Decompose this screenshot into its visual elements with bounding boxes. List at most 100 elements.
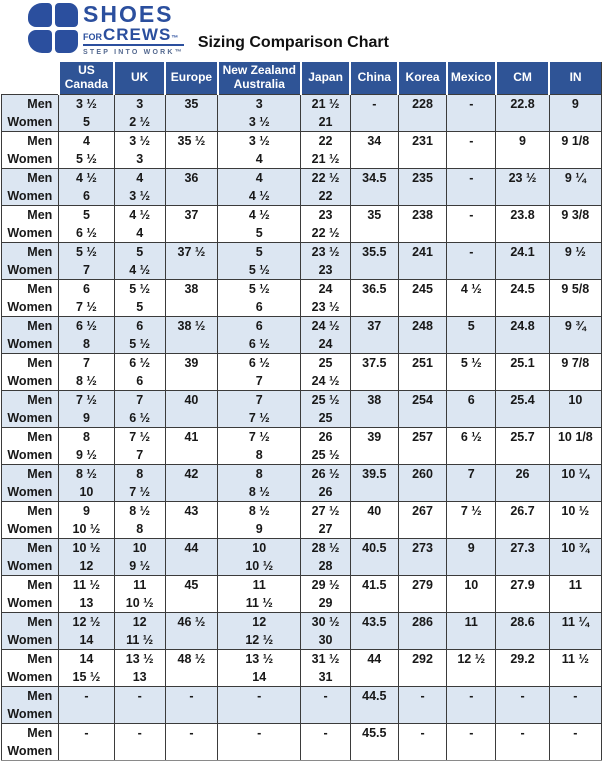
cell-men-us-canada: 6 [58, 278, 115, 298]
cell-women-mexico [446, 334, 496, 353]
row-label-women: Women [0, 408, 59, 427]
column-header-us-canada: US Canada [57, 62, 115, 95]
table-row-8-men: Men 7 6 ½ 39 6 ½ 25 37.5 251 5 ½ 25.1 9 7/8 [0, 352, 603, 372]
logo-tagline: STEP INTO WORK™ [83, 49, 184, 56]
cell-women-europe [164, 408, 218, 427]
cell-men-cm: 25.1 [495, 352, 550, 372]
row-label-men: Men [0, 352, 59, 372]
cell-men-uk: 7 ½ [113, 426, 166, 446]
cell-women-uk: 5 ½ [113, 334, 166, 353]
logo-line-shoes: SHOES [83, 1, 174, 27]
table-row-4-women: Women 6 ½ 4 5 22 ½ [0, 223, 603, 242]
cell-men-china: 41.5 [349, 574, 399, 594]
cell-women-us-canada: 15 ½ [58, 667, 115, 686]
cell-men-us-canada: 4 [58, 130, 115, 150]
row-label-men: Men [0, 389, 59, 409]
cell-women-us-canada: 6 ½ [58, 223, 115, 242]
cell-women-new-zealand-australia [217, 741, 301, 761]
cell-men-uk: 4 ½ [113, 204, 166, 224]
cell-women-japan: 25 [300, 408, 351, 427]
cell-women-europe [164, 112, 218, 131]
cell-women-cm [495, 408, 550, 427]
cell-women-in [548, 186, 603, 205]
cell-women-korea [397, 371, 447, 390]
cell-women-us-canada: 13 [58, 593, 115, 612]
cell-men-china: 43.5 [349, 611, 399, 631]
cell-women-china [349, 445, 399, 464]
cell-women-korea [397, 408, 447, 427]
cell-women-korea [397, 260, 447, 279]
cell-men-in: 9 ¼ [548, 167, 603, 187]
cell-women-mexico [446, 556, 496, 575]
cell-men-uk: 3 [113, 93, 166, 113]
cell-women-china [349, 667, 399, 686]
cell-women-cm [495, 260, 550, 279]
cell-women-mexico [446, 297, 496, 316]
cell-men-mexico: 7 ½ [446, 500, 496, 520]
cell-men-uk: 8 ½ [113, 500, 166, 520]
cell-men-korea: 273 [397, 537, 447, 557]
cell-men-europe: 45 [164, 574, 218, 594]
cell-men-new-zealand-australia: 7 ½ [217, 426, 301, 446]
row-label-women: Women [0, 704, 59, 723]
cell-men-us-canada: 3 ½ [58, 93, 115, 113]
cell-women-us-canada: 5 ½ [58, 149, 115, 168]
cell-men-japan: 22 [300, 130, 351, 150]
cell-men-uk: 10 [113, 537, 166, 557]
cell-men-us-canada: 9 [58, 500, 115, 520]
cell-men-cm: 26.7 [495, 500, 550, 520]
cell-women-uk: 5 [113, 297, 166, 316]
cell-men-uk: 6 ½ [113, 352, 166, 372]
cell-men-europe: - [164, 685, 218, 705]
row-label-women: Women [0, 334, 59, 353]
cell-men-korea: 245 [397, 278, 447, 298]
cell-men-japan: 23 [300, 204, 351, 224]
cell-men-korea: 279 [397, 574, 447, 594]
cell-men-japan: 23 ½ [300, 241, 351, 261]
cell-men-us-canada: - [58, 722, 115, 742]
cell-women-mexico [446, 186, 496, 205]
cell-men-korea: 257 [397, 426, 447, 446]
table-row-18-women: Women [0, 741, 603, 761]
cell-women-korea [397, 630, 447, 649]
cell-women-mexico [446, 593, 496, 612]
cell-women-korea [397, 334, 447, 353]
cell-women-europe [164, 556, 218, 575]
cell-women-china [349, 593, 399, 612]
cell-men-us-canada: 8 [58, 426, 115, 446]
cell-women-japan: 22 ½ [300, 223, 351, 242]
cell-women-uk: 9 ½ [113, 556, 166, 575]
cell-women-china [349, 334, 399, 353]
cell-women-cm [495, 741, 550, 761]
cell-women-europe [164, 223, 218, 242]
row-label-men: Men [0, 315, 59, 335]
cell-men-japan: 25 [300, 352, 351, 372]
cell-men-uk: 5 ½ [113, 278, 166, 298]
cell-men-japan: - [300, 722, 351, 742]
cell-men-china: 45.5 [349, 722, 399, 742]
cell-men-in: 9 1/8 [548, 130, 603, 150]
cell-women-europe [164, 667, 218, 686]
cell-women-china [349, 186, 399, 205]
cell-women-uk: 6 ½ [113, 408, 166, 427]
row-label-men: Men [0, 574, 59, 594]
cell-women-japan [300, 741, 351, 761]
table-row-12-women: Women 10 ½ 8 9 27 [0, 519, 603, 538]
cell-men-mexico: 5 ½ [446, 352, 496, 372]
cell-men-new-zealand-australia: 4 ½ [217, 204, 301, 224]
cell-women-china [349, 482, 399, 501]
cell-women-in [548, 149, 603, 168]
cell-women-mexico [446, 112, 496, 131]
cell-women-in [548, 630, 603, 649]
cell-men-china: 35 [349, 204, 399, 224]
cell-men-mexico: 4 ½ [446, 278, 496, 298]
cell-men-new-zealand-australia: 3 ½ [217, 130, 301, 150]
cell-women-new-zealand-australia: 7 ½ [217, 408, 301, 427]
cell-women-us-canada: 10 [58, 482, 115, 501]
cell-women-europe [164, 519, 218, 538]
cell-men-in: 10 1/8 [548, 426, 603, 446]
cell-women-korea [397, 297, 447, 316]
cell-men-new-zealand-australia: - [217, 685, 301, 705]
cell-women-korea [397, 482, 447, 501]
